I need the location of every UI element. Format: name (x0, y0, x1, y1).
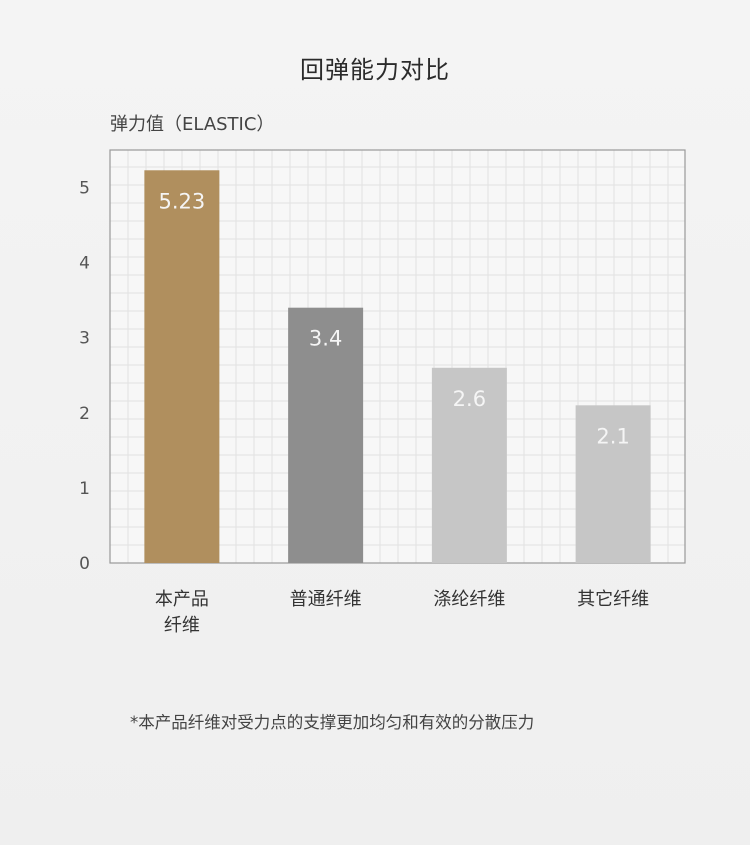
y-tick-label: 5 (79, 179, 90, 199)
bar (575, 405, 651, 563)
y-tick-label: 3 (79, 329, 90, 349)
bar (431, 367, 507, 563)
x-tick-label: 涤纶纤维 (433, 589, 505, 610)
x-tick-label: 纤维 (164, 615, 200, 636)
plot-frame (109, 149, 686, 564)
bar (144, 170, 220, 564)
data-label: 2.1 (596, 424, 629, 448)
y-tick-label: 1 (79, 479, 90, 499)
y-tick-label: 2 (79, 404, 90, 424)
bar-chart: 0 1 2 3 4 5 5.23 本产品纤维 3.4 普通纤维 2.6 涤纶纤维 2.1 其它纤维 (79, 149, 686, 636)
x-tick-label: 本产品 (155, 589, 209, 610)
y-tick-label: 4 (79, 254, 90, 274)
chart-title: 回弹能力对比 (300, 56, 450, 84)
x-tick-label: 普通纤维 (290, 589, 362, 610)
x-tick-label: 其它纤维 (577, 589, 649, 610)
bar (288, 307, 364, 563)
y-tick-label: 0 (79, 554, 90, 574)
data-label: 5.23 (158, 189, 205, 213)
footnote: *本产品纤维对受力点的支撑更加均匀和有效的分散压力 (130, 713, 535, 732)
y-axis-label: 弹力值（ELASTIC） (110, 114, 275, 135)
data-label: 3.4 (309, 327, 342, 351)
data-label: 2.6 (453, 387, 486, 411)
